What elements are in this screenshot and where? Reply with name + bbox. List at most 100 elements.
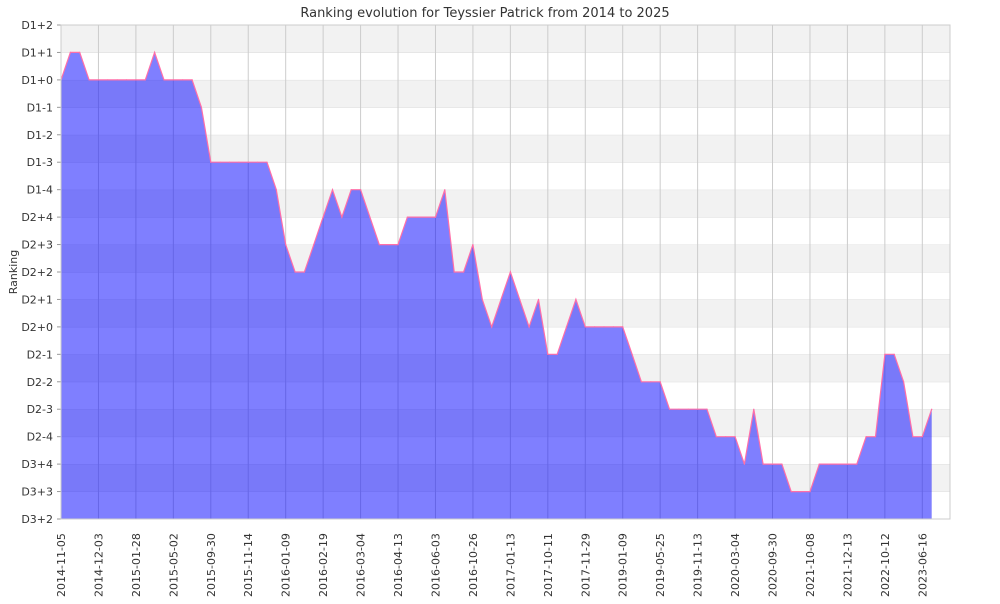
- y-tick-label: D2+0: [21, 321, 53, 334]
- data-point: [294, 271, 296, 273]
- x-tick-label: 2021-12-13: [841, 533, 854, 597]
- x-tick-label: 2016-01-09: [280, 533, 293, 597]
- y-tick-label: D2+4: [21, 211, 53, 224]
- data-point: [97, 79, 99, 81]
- data-point: [219, 161, 221, 163]
- data-point: [800, 491, 802, 493]
- x-tick-label: 2022-10-12: [879, 533, 892, 597]
- data-point: [341, 216, 343, 218]
- data-point: [88, 79, 90, 81]
- data-point: [837, 463, 839, 465]
- grid-band: [61, 52, 950, 80]
- data-point: [706, 408, 708, 410]
- data-point: [884, 353, 886, 355]
- y-tick-label: D1-4: [27, 184, 53, 197]
- grid-band: [61, 25, 950, 53]
- data-point: [856, 463, 858, 465]
- data-point: [313, 244, 315, 246]
- data-point: [809, 491, 811, 493]
- data-point: [406, 216, 408, 218]
- data-point: [631, 353, 633, 355]
- data-point: [107, 79, 109, 81]
- y-tick-label: D2-1: [27, 348, 53, 361]
- x-tick-label: 2015-11-14: [242, 533, 255, 597]
- data-point: [144, 79, 146, 81]
- y-tick-label: D2-2: [27, 376, 53, 389]
- data-point: [200, 106, 202, 108]
- y-tick-label: D3+4: [21, 458, 53, 471]
- x-tick-label: 2016-06-03: [429, 533, 442, 597]
- data-point: [434, 216, 437, 218]
- data-point: [687, 408, 689, 410]
- data-point: [425, 216, 427, 218]
- data-point: [659, 381, 661, 383]
- data-point: [285, 244, 287, 246]
- y-tick-label: D3+3: [21, 486, 53, 499]
- data-point: [388, 244, 390, 246]
- data-point: [528, 326, 530, 328]
- data-point: [472, 244, 474, 246]
- x-tick-label: 2015-01-28: [130, 533, 143, 597]
- y-tick-label: D2-3: [27, 403, 53, 416]
- data-point: [828, 463, 830, 465]
- data-point: [584, 326, 586, 328]
- data-point: [453, 271, 455, 273]
- x-tick-label: 2019-11-13: [692, 533, 705, 597]
- y-tick-label: D1-2: [27, 129, 53, 142]
- data-point: [397, 244, 399, 246]
- data-point: [753, 408, 755, 410]
- data-point: [547, 353, 549, 355]
- ranking-area: [61, 52, 932, 520]
- data-point: [163, 79, 165, 81]
- data-point: [762, 463, 764, 465]
- data-point: [238, 161, 240, 163]
- data-point: [771, 463, 774, 465]
- data-point: [678, 408, 680, 410]
- data-point: [790, 491, 792, 493]
- data-point: [781, 463, 783, 465]
- data-point: [69, 51, 71, 54]
- data-point: [921, 436, 923, 438]
- x-tick-label: 2016-10-26: [467, 533, 480, 597]
- data-point: [463, 271, 465, 273]
- data-point: [912, 436, 914, 438]
- data-point: [650, 381, 652, 383]
- y-tick-label: D2+2: [21, 266, 53, 279]
- data-point: [500, 298, 502, 300]
- data-point: [556, 353, 558, 355]
- data-point: [266, 161, 268, 163]
- data-point: [191, 79, 193, 81]
- data-point: [257, 161, 259, 163]
- data-point: [594, 326, 596, 328]
- x-tick-label: 2016-04-13: [392, 533, 405, 597]
- data-point: [172, 79, 174, 81]
- x-tick-label: 2016-02-19: [317, 533, 330, 597]
- data-point: [79, 51, 81, 54]
- data-point: [444, 189, 446, 191]
- data-point: [210, 161, 212, 163]
- x-tick-label: 2020-03-04: [729, 533, 742, 597]
- data-point: [931, 408, 933, 410]
- y-tick-label: D2+3: [21, 239, 53, 252]
- y-tick-label: D1+2: [21, 19, 53, 32]
- data-point: [743, 463, 746, 465]
- data-point: [612, 326, 615, 328]
- data-point: [893, 353, 895, 355]
- data-point: [575, 298, 577, 300]
- data-point: [322, 216, 324, 218]
- chart-title: Ranking evolution for Teyssier Patrick f…: [300, 6, 669, 21]
- data-point: [182, 79, 184, 81]
- data-point: [154, 51, 156, 54]
- data-point: [565, 326, 568, 328]
- x-tick-label: 2023-06-16: [916, 533, 929, 597]
- data-point: [369, 216, 371, 218]
- data-point: [725, 436, 727, 438]
- data-point: [360, 189, 362, 191]
- y-tick-label: D1-3: [27, 156, 53, 169]
- data-point: [903, 381, 905, 383]
- data-point: [818, 463, 820, 465]
- x-tick-label: 2015-05-02: [167, 533, 180, 597]
- data-point: [519, 298, 521, 300]
- data-point: [715, 436, 717, 438]
